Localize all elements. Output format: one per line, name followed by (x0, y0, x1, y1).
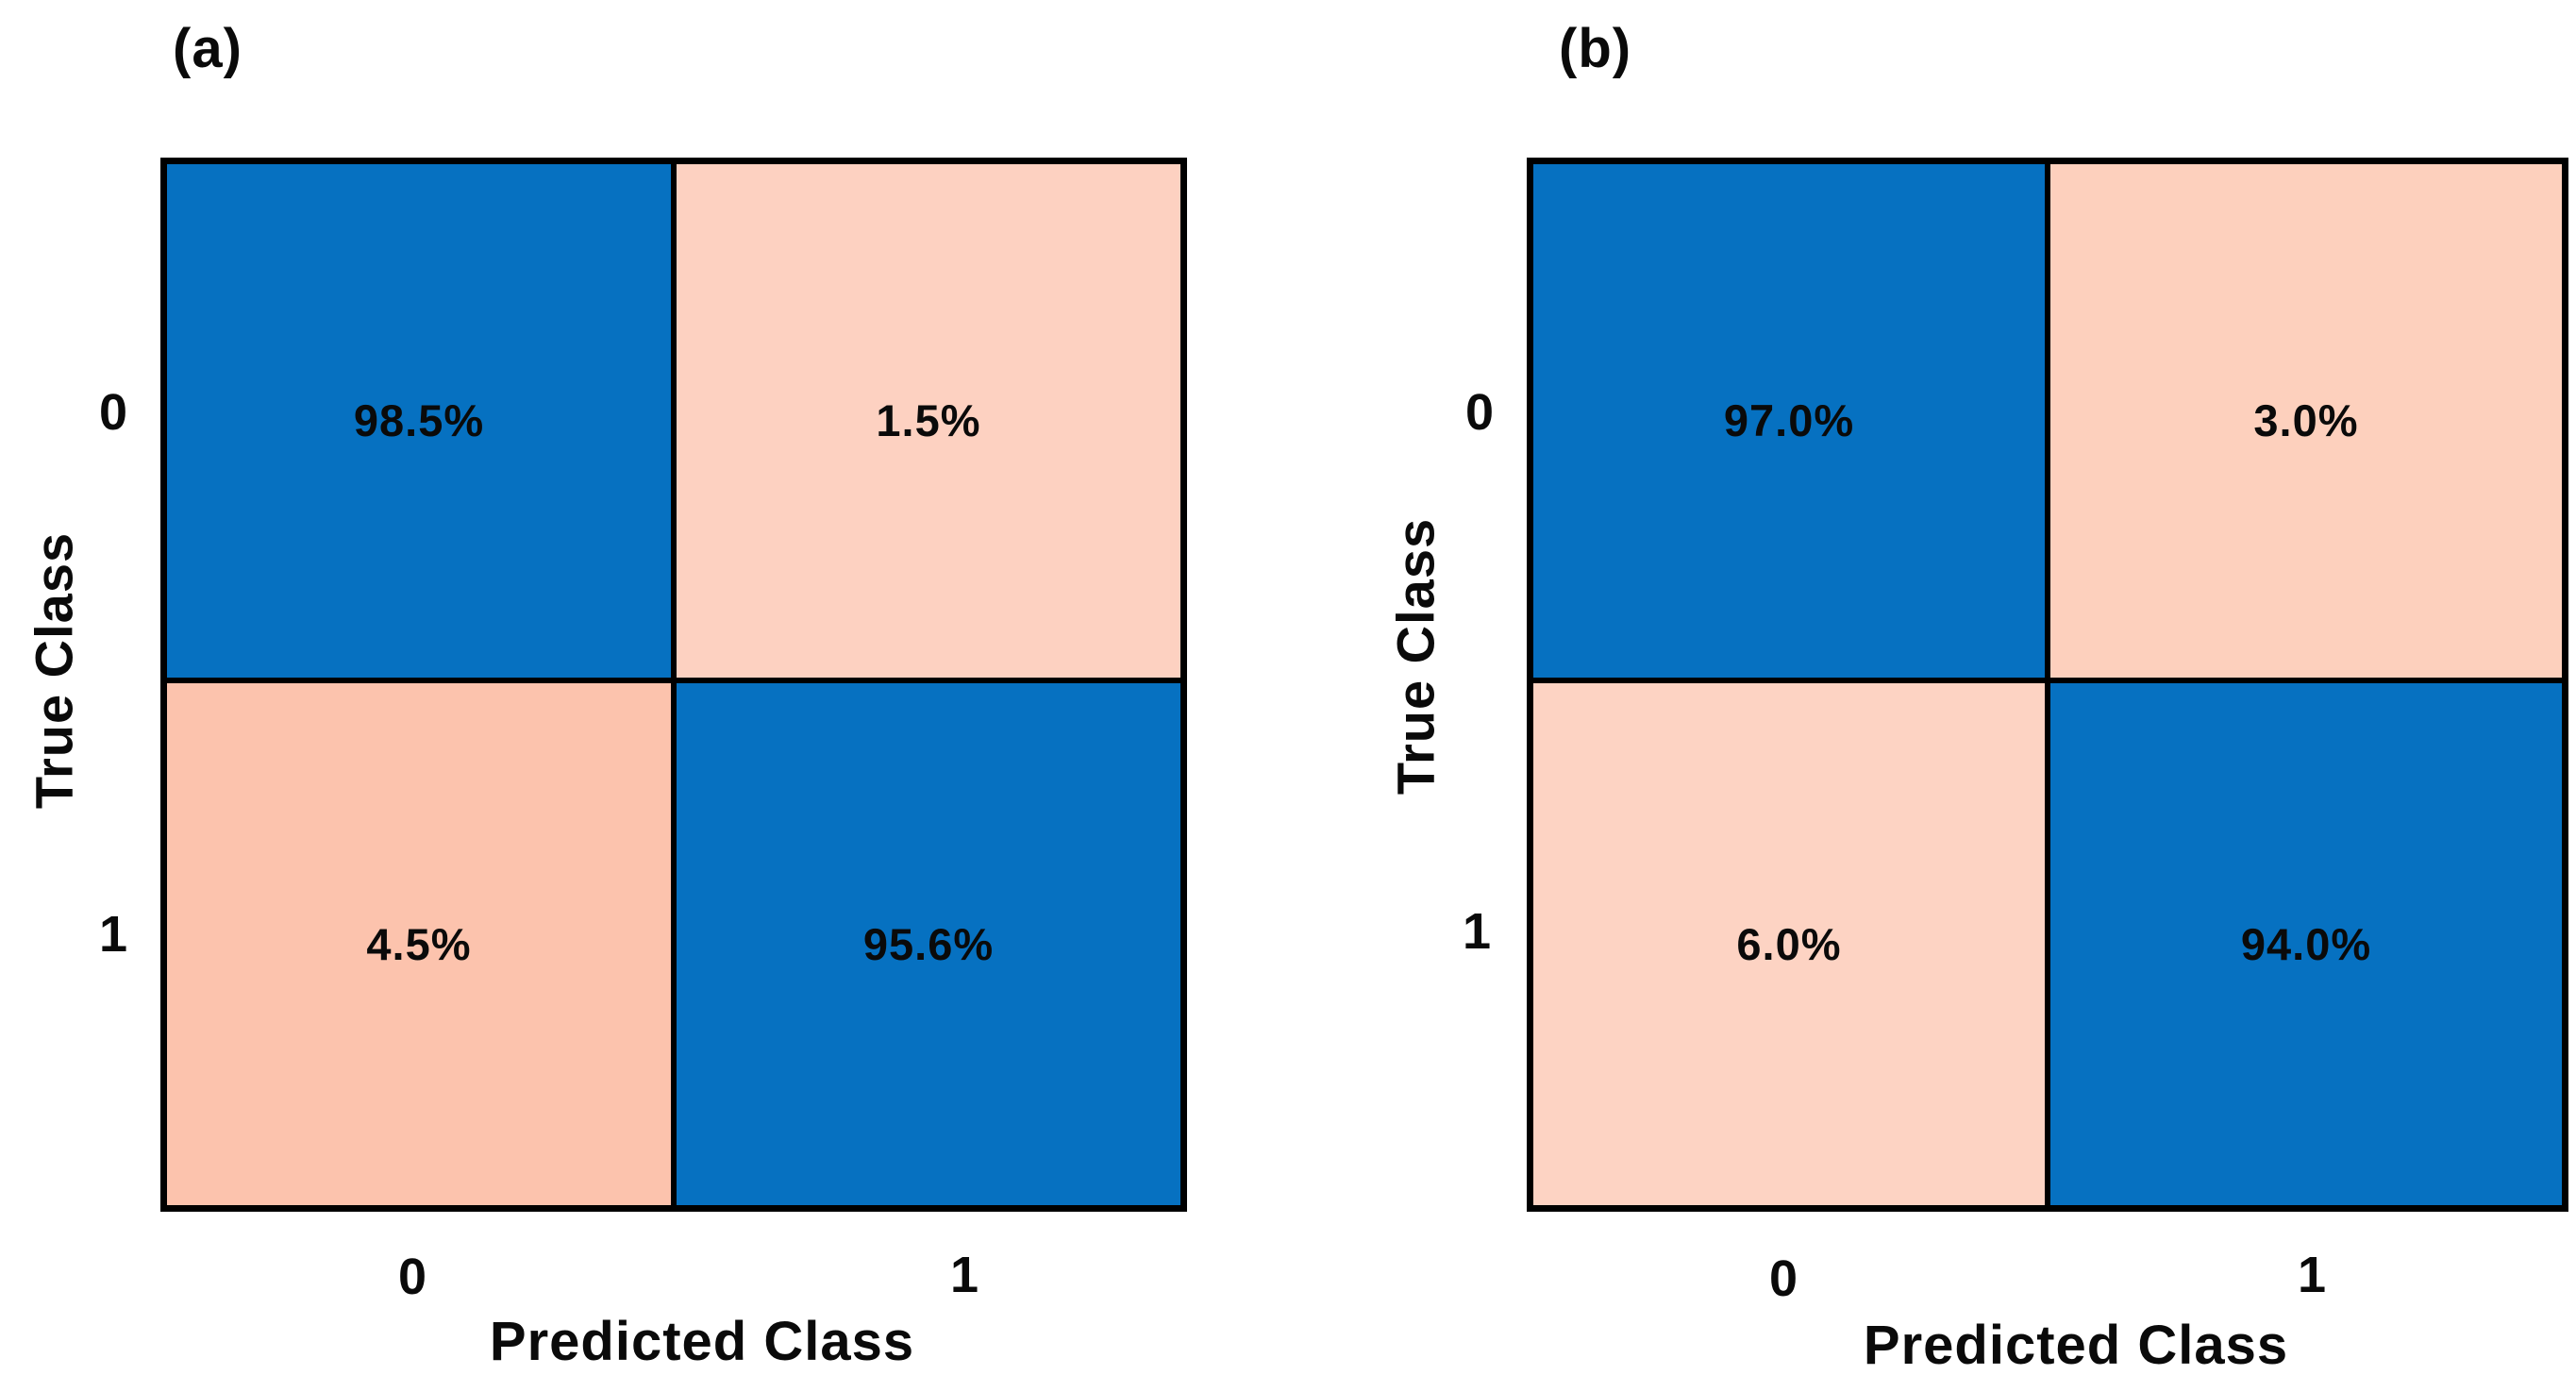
confusion-matrix-b: 97.0% 3.0% 6.0% 94.0% (1527, 158, 2568, 1212)
panel-a-y-axis-label: True Class (24, 531, 84, 810)
cell-a-true1-pred1-value: 95.6% (862, 918, 995, 969)
panel-b-title: (b) (1559, 18, 1632, 79)
panel-a-title: (a) (173, 18, 243, 79)
cell-a-true0-pred0-value: 98.5% (353, 395, 485, 446)
cell-b-true0-pred1-value: 3.0% (2253, 395, 2359, 446)
panel-b-y-tick-1: 1 (1462, 903, 1492, 960)
panel-b: (b) True Class 0 1 97.0% 3.0% 6.0% 94.0%… (1288, 0, 2576, 1375)
panel-a-x-tick-0: 0 (397, 1249, 427, 1305)
panel-b-y-axis-label: True Class (1385, 517, 1446, 796)
panel-b-y-tick-0: 0 (1464, 384, 1495, 441)
confusion-matrix-a: 98.5% 1.5% 4.5% 95.6% (160, 158, 1187, 1212)
cell-a-true1-pred0: 4.5% (167, 682, 671, 1205)
cell-a-true1-pred1: 95.6% (677, 682, 1180, 1205)
cell-b-true0-pred0-value: 97.0% (1723, 395, 1855, 446)
panel-a-y-tick-1: 1 (98, 906, 128, 963)
panel-b-x-tick-1: 1 (2297, 1247, 2327, 1303)
cell-b-true1-pred0-value: 6.0% (1736, 918, 1842, 969)
cell-b-true1-pred0: 6.0% (1533, 682, 2045, 1205)
cell-a-true1-pred0-value: 4.5% (366, 918, 472, 969)
cell-b-true0-pred0: 97.0% (1533, 164, 2045, 678)
panel-b-x-tick-0: 0 (1768, 1250, 1798, 1307)
panel-b-x-axis-label: Predicted Class (1863, 1315, 2289, 1375)
panel-a-x-tick-1: 1 (949, 1247, 979, 1303)
panel-a-x-axis-label: Predicted Class (489, 1311, 915, 1372)
cell-b-true1-pred1-value: 94.0% (2240, 918, 2372, 969)
cell-b-true1-pred1: 94.0% (2050, 682, 2562, 1205)
cell-a-true0-pred1: 1.5% (677, 164, 1180, 678)
panel-a: (a) True Class 0 1 98.5% 1.5% 4.5% 95.6%… (24, 18, 1187, 1372)
cell-a-true0-pred0: 98.5% (167, 164, 671, 678)
cell-b-true0-pred1: 3.0% (2050, 164, 2562, 678)
panel-a-y-tick-0: 0 (98, 384, 128, 441)
cell-a-true0-pred1-value: 1.5% (876, 395, 981, 446)
